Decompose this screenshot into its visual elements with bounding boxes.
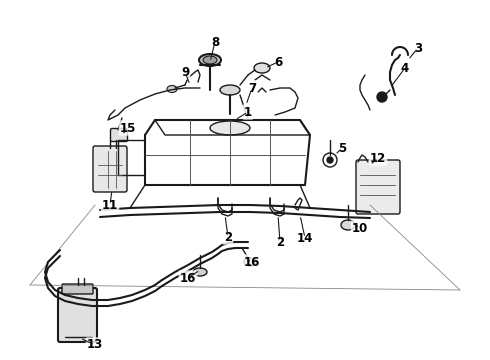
Text: 7: 7	[248, 81, 256, 95]
Ellipse shape	[220, 85, 240, 95]
Text: 2: 2	[224, 230, 232, 243]
FancyBboxPatch shape	[111, 129, 127, 141]
Text: 12: 12	[370, 152, 386, 165]
Text: 6: 6	[274, 55, 282, 68]
Ellipse shape	[199, 54, 221, 66]
Text: 3: 3	[414, 41, 422, 54]
FancyBboxPatch shape	[356, 160, 400, 214]
Ellipse shape	[254, 63, 270, 73]
Text: 14: 14	[297, 231, 313, 244]
Circle shape	[377, 92, 387, 102]
FancyBboxPatch shape	[58, 288, 97, 342]
Text: 13: 13	[87, 338, 103, 351]
Text: 9: 9	[181, 66, 189, 78]
Text: 1: 1	[244, 105, 252, 118]
Text: 15: 15	[120, 122, 136, 135]
Ellipse shape	[193, 268, 207, 276]
FancyBboxPatch shape	[62, 284, 93, 294]
Circle shape	[327, 157, 333, 163]
Text: 8: 8	[211, 36, 219, 49]
Ellipse shape	[210, 121, 250, 135]
Text: 5: 5	[338, 141, 346, 154]
Text: 4: 4	[401, 62, 409, 75]
Text: 2: 2	[276, 235, 284, 248]
Text: 16: 16	[244, 256, 260, 269]
FancyBboxPatch shape	[93, 146, 127, 192]
Text: 11: 11	[102, 198, 118, 212]
Text: 10: 10	[352, 221, 368, 234]
Ellipse shape	[341, 220, 355, 230]
Ellipse shape	[244, 258, 256, 266]
Ellipse shape	[203, 56, 217, 64]
Text: 16: 16	[180, 271, 196, 284]
Ellipse shape	[167, 86, 177, 93]
